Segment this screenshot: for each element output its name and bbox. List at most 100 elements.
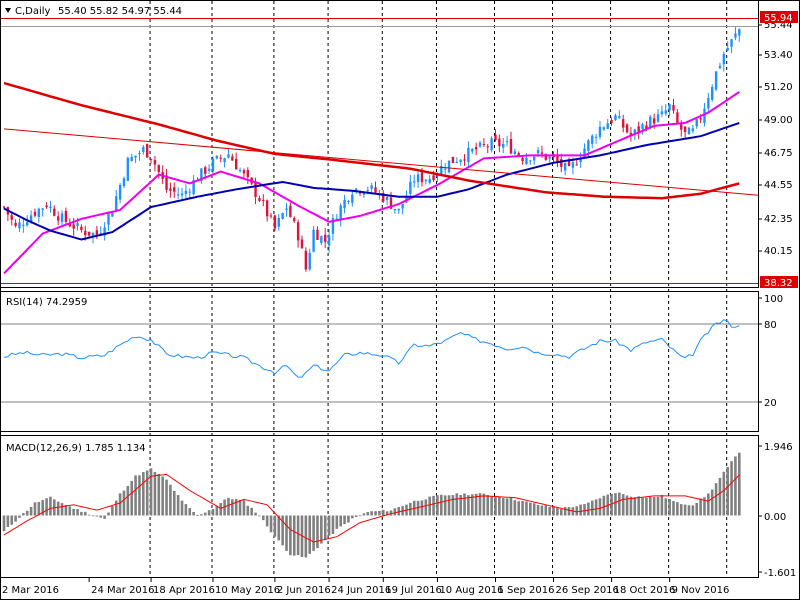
macd-histogram-bar	[641, 497, 644, 516]
vertical-grid	[149, 1, 728, 577]
candle-up	[115, 196, 118, 210]
moving-average-mid	[3, 121, 740, 241]
time-tick-label: 24 Jun 2016	[331, 585, 391, 596]
candle-up	[633, 129, 637, 135]
candle-down	[231, 156, 234, 161]
macd-histogram-bar	[83, 511, 87, 516]
candle-up	[285, 208, 288, 211]
macd-histogram-bar	[6, 515, 10, 527]
candle-down	[474, 147, 478, 150]
candle-down	[289, 205, 292, 217]
candle-up	[424, 179, 428, 182]
candle-up	[502, 143, 505, 148]
candle-up	[598, 126, 602, 137]
candle-up	[354, 188, 358, 192]
candle-up	[188, 191, 191, 193]
macd-histogram-bar	[664, 498, 668, 516]
macd-histogram-bar	[130, 480, 134, 516]
macd-histogram-bar	[14, 515, 17, 522]
candle-down	[304, 250, 308, 270]
candle-up	[668, 104, 671, 111]
candle-up	[327, 235, 331, 246]
macd-histogram-bar	[215, 505, 219, 516]
candle-up	[308, 252, 311, 270]
macd-histogram-bar	[227, 497, 230, 516]
candle-up	[513, 151, 517, 154]
macd-histogram-bar	[192, 511, 195, 516]
macd-histogram-bar	[134, 475, 137, 516]
macd-histogram-bar	[505, 498, 509, 516]
candle-up	[223, 158, 226, 163]
time-tick-label: 9 Nov 2016	[672, 585, 730, 596]
candle-up	[351, 194, 354, 203]
macd-histogram-bar	[451, 495, 455, 516]
macd-histogram-bar	[358, 515, 362, 517]
macd-histogram-bar	[710, 489, 714, 516]
macd-histogram-bar	[540, 505, 544, 516]
candle-down	[262, 199, 265, 201]
macd-histogram-bar	[486, 495, 490, 516]
candle-up	[722, 53, 726, 65]
macd-histogram-bar	[397, 507, 401, 516]
macd-histogram-bar	[517, 501, 521, 516]
macd-histogram-bar	[625, 495, 629, 516]
macd-histogram-bar	[672, 501, 675, 516]
candle-up	[397, 208, 400, 211]
candle-down	[296, 222, 300, 241]
macd-histogram-bar	[648, 496, 652, 516]
macd-histogram-bar	[95, 515, 99, 517]
horizontal-levels[interactable]	[1, 18, 758, 284]
candle-up	[606, 123, 609, 129]
macd-histogram-bar	[289, 515, 292, 556]
macd-histogram-bar	[637, 496, 640, 516]
candle-down	[482, 143, 486, 145]
macd-histogram-bar	[734, 456, 737, 516]
candle-up	[312, 229, 315, 252]
macd-histogram-bar	[730, 461, 733, 516]
macd-tick-label: 0.00	[764, 512, 786, 523]
candle-up	[656, 114, 660, 122]
macd-histogram-bar	[29, 506, 33, 516]
candle-down	[258, 198, 261, 201]
macd-histogram-bar	[501, 497, 505, 516]
candle-up	[467, 147, 470, 163]
macd-histogram-bar	[490, 496, 493, 516]
macd-histogram-bar	[424, 499, 428, 516]
time-tick-label: 2 Mar 2016	[2, 585, 59, 596]
price-panel-frame	[0, 0, 759, 288]
macd-histogram-bar	[575, 506, 579, 516]
macd-histogram-bar	[668, 499, 671, 516]
macd-histogram-bar	[161, 476, 164, 516]
trendline[interactable]	[3, 128, 759, 196]
candle-up	[238, 170, 242, 172]
candle-up	[409, 181, 412, 194]
candle-up	[734, 33, 737, 38]
candle-down	[56, 216, 60, 221]
candle-down	[165, 175, 168, 190]
candle-up	[571, 162, 575, 168]
candle-down	[2, 206, 6, 208]
candle-up	[130, 156, 133, 161]
macd-tick-label: -1.601	[764, 568, 796, 579]
trendline-layer[interactable]	[3, 128, 759, 196]
macd-histogram-bar	[277, 515, 281, 541]
macd-histogram-bar	[687, 505, 691, 516]
candle-up	[641, 124, 644, 130]
macd-histogram-bar	[339, 515, 342, 527]
macd-histogram-bar	[416, 500, 420, 516]
candle-up	[505, 141, 509, 143]
macd-histogram-bar	[362, 513, 366, 516]
rsi-levels	[1, 323, 758, 403]
candle-down	[235, 158, 238, 170]
moving-average-fast	[3, 91, 740, 275]
candle-up	[447, 160, 451, 173]
candle-up	[591, 135, 594, 144]
candle-down	[676, 112, 679, 123]
macd-histogram-bar	[463, 493, 466, 516]
macd-histogram-bar	[80, 511, 83, 516]
triangle-down-icon[interactable]	[5, 8, 11, 13]
candle-down	[149, 158, 153, 160]
macd-histogram-bar	[238, 499, 242, 516]
